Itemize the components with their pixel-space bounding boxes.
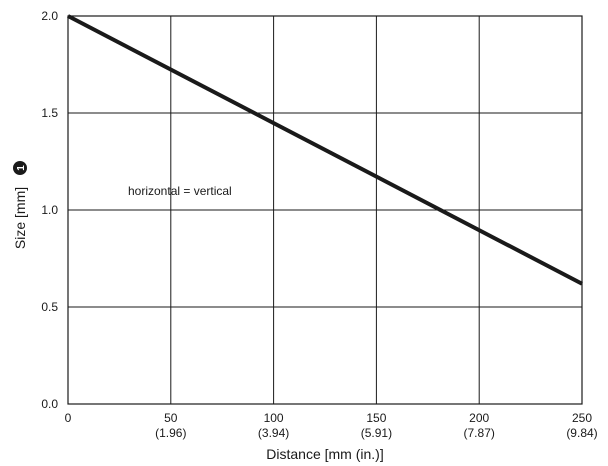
plot-frame bbox=[67, 15, 583, 405]
x-axis-title: Distance [mm (in.)] bbox=[266, 446, 383, 462]
y-axis-title: Size [mm] bbox=[12, 187, 28, 249]
x-tick-label: 100 bbox=[264, 411, 284, 425]
footnote-marker-icon bbox=[13, 161, 27, 175]
series-line bbox=[67, 14, 583, 286]
x-tick-label: 150 bbox=[366, 411, 386, 425]
series-group bbox=[67, 14, 583, 286]
x-tick-sublabel: (3.94) bbox=[258, 426, 289, 440]
tick-labels: 0 50(1.96) 100(3.94) 150(5.91) 200(7.87) 250(… bbox=[41, 9, 597, 440]
x-tick-label: 0 bbox=[65, 411, 72, 425]
y-tick-label: 0.0 bbox=[41, 397, 58, 411]
x-tick-sublabel: (5.91) bbox=[361, 426, 392, 440]
x-tick-sublabel: (1.96) bbox=[155, 426, 186, 440]
grid bbox=[68, 16, 582, 404]
x-tick-sublabel: (9.84) bbox=[566, 426, 597, 440]
annotation-label: horizontal = vertical bbox=[128, 184, 232, 198]
x-tick-label: 250 bbox=[572, 411, 592, 425]
y-tick-label: 0.5 bbox=[41, 300, 58, 314]
footnote-marker-number: 1 bbox=[16, 165, 27, 171]
y-tick-label: 1.0 bbox=[41, 203, 58, 217]
y-axis-title-group: Size [mm] 1 bbox=[12, 161, 28, 249]
x-tick-label: 50 bbox=[164, 411, 178, 425]
x-tick-label: 200 bbox=[469, 411, 489, 425]
y-tick-label: 2.0 bbox=[41, 9, 58, 23]
x-tick-sublabel: (7.87) bbox=[464, 426, 495, 440]
y-tick-label: 1.5 bbox=[41, 106, 58, 120]
